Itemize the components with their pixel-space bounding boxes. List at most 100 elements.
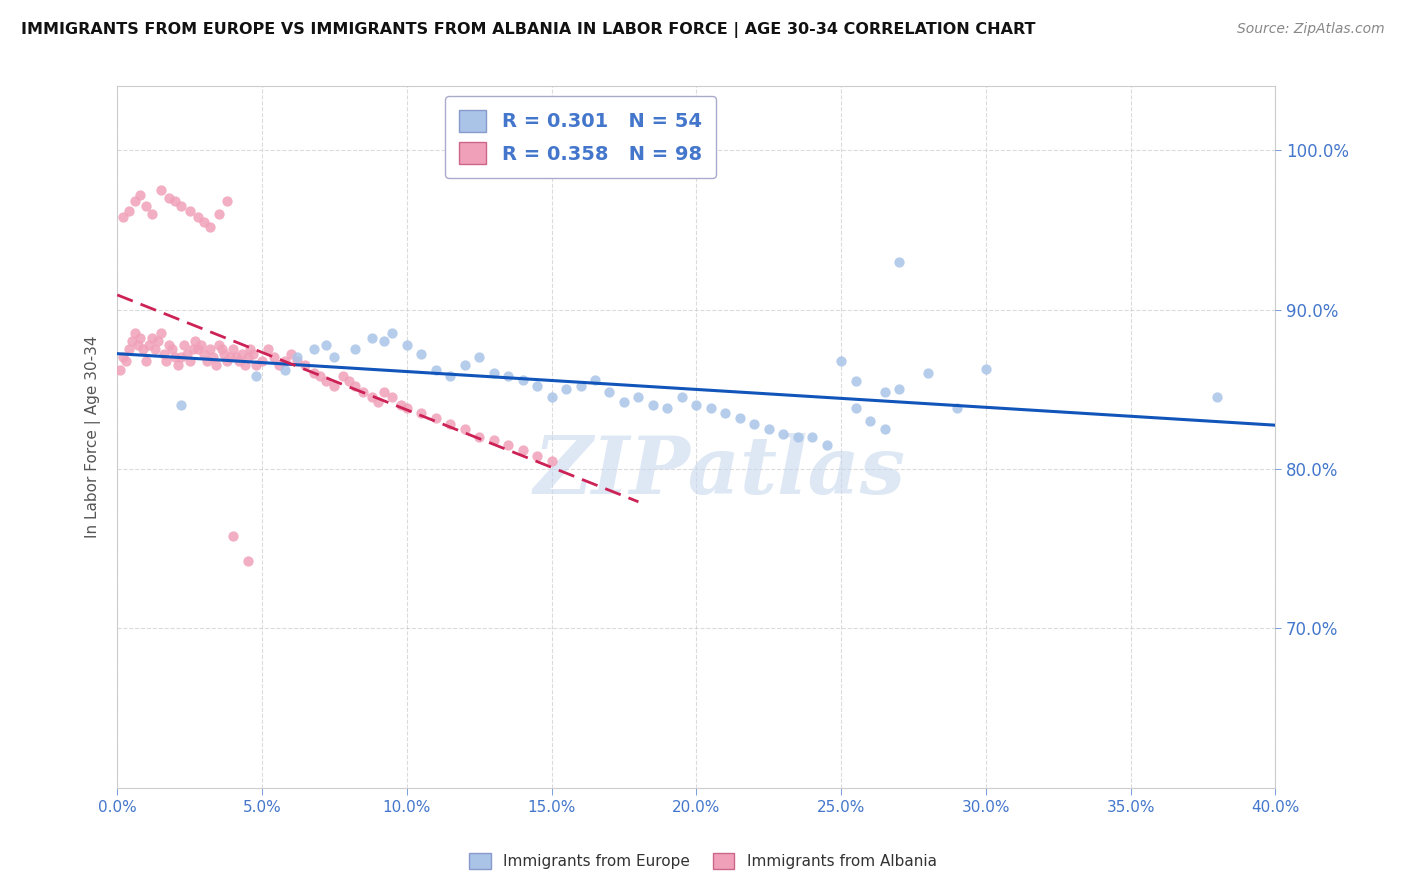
Point: [198, 343, 221, 357]
Point: [758, 422, 780, 436]
Point: [222, 343, 245, 357]
Point: [439, 369, 461, 384]
Point: [141, 207, 163, 221]
Point: [165, 351, 187, 365]
Point: [468, 430, 491, 444]
Point: [830, 353, 852, 368]
Point: [179, 203, 201, 218]
Point: [138, 337, 160, 351]
Point: [454, 422, 477, 436]
Point: [598, 385, 620, 400]
Point: [859, 414, 882, 428]
Point: [280, 347, 302, 361]
Point: [231, 347, 253, 361]
Point: [315, 337, 337, 351]
Point: [373, 334, 395, 349]
Point: [389, 398, 412, 412]
Point: [239, 343, 262, 357]
Point: [201, 351, 224, 365]
Point: [127, 337, 149, 351]
Point: [411, 406, 433, 420]
Point: [170, 398, 193, 412]
Point: [627, 390, 650, 404]
Point: [309, 369, 332, 384]
Point: [411, 347, 433, 361]
Point: [512, 373, 534, 387]
Point: [112, 210, 135, 224]
Point: [149, 183, 172, 197]
Point: [217, 194, 239, 208]
Point: [367, 395, 389, 409]
Point: [170, 199, 193, 213]
Point: [118, 343, 141, 357]
Point: [228, 353, 250, 368]
Point: [242, 347, 264, 361]
Point: [454, 359, 477, 373]
Point: [395, 401, 418, 416]
Point: [786, 430, 808, 444]
Point: [294, 359, 316, 373]
Point: [323, 379, 346, 393]
Point: [512, 442, 534, 457]
Point: [146, 334, 169, 349]
Text: ZIPatlas: ZIPatlas: [533, 434, 905, 511]
Point: [162, 343, 184, 357]
Point: [540, 454, 562, 468]
Point: [974, 361, 997, 376]
Point: [540, 390, 562, 404]
Point: [207, 337, 229, 351]
Point: [167, 359, 190, 373]
Point: [187, 343, 209, 357]
Point: [361, 390, 384, 404]
Point: [250, 353, 273, 368]
Point: [381, 326, 404, 341]
Point: [526, 449, 548, 463]
Point: [657, 401, 679, 416]
Point: [274, 363, 297, 377]
Point: [285, 351, 308, 365]
Point: [121, 334, 143, 349]
Point: [193, 347, 215, 361]
Y-axis label: In Labor Force | Age 30-34: In Labor Force | Age 30-34: [86, 335, 101, 538]
Point: [1206, 390, 1229, 404]
Point: [207, 207, 229, 221]
Point: [845, 401, 868, 416]
Point: [887, 382, 910, 396]
Point: [112, 351, 135, 365]
Point: [269, 359, 291, 373]
Point: [873, 385, 896, 400]
Point: [233, 359, 256, 373]
Point: [887, 254, 910, 268]
Point: [181, 343, 204, 357]
Point: [343, 343, 366, 357]
Point: [526, 379, 548, 393]
Point: [496, 369, 519, 384]
Point: [245, 369, 267, 384]
Point: [193, 215, 215, 229]
Point: [425, 411, 447, 425]
Point: [373, 385, 395, 400]
Point: [302, 343, 325, 357]
Point: [274, 353, 297, 368]
Point: [184, 334, 207, 349]
Point: [468, 351, 491, 365]
Point: [845, 374, 868, 388]
Point: [439, 417, 461, 432]
Point: [214, 347, 236, 361]
Point: [685, 398, 707, 412]
Point: [198, 219, 221, 234]
Point: [124, 326, 146, 341]
Point: [555, 382, 578, 396]
Point: [222, 529, 245, 543]
Point: [381, 390, 404, 404]
Point: [149, 326, 172, 341]
Point: [256, 343, 278, 357]
Point: [143, 343, 166, 357]
Point: [323, 351, 346, 365]
Point: [157, 337, 180, 351]
Point: [671, 390, 693, 404]
Point: [195, 353, 218, 368]
Point: [714, 406, 737, 420]
Text: Source: ZipAtlas.com: Source: ZipAtlas.com: [1237, 22, 1385, 37]
Point: [815, 438, 838, 452]
